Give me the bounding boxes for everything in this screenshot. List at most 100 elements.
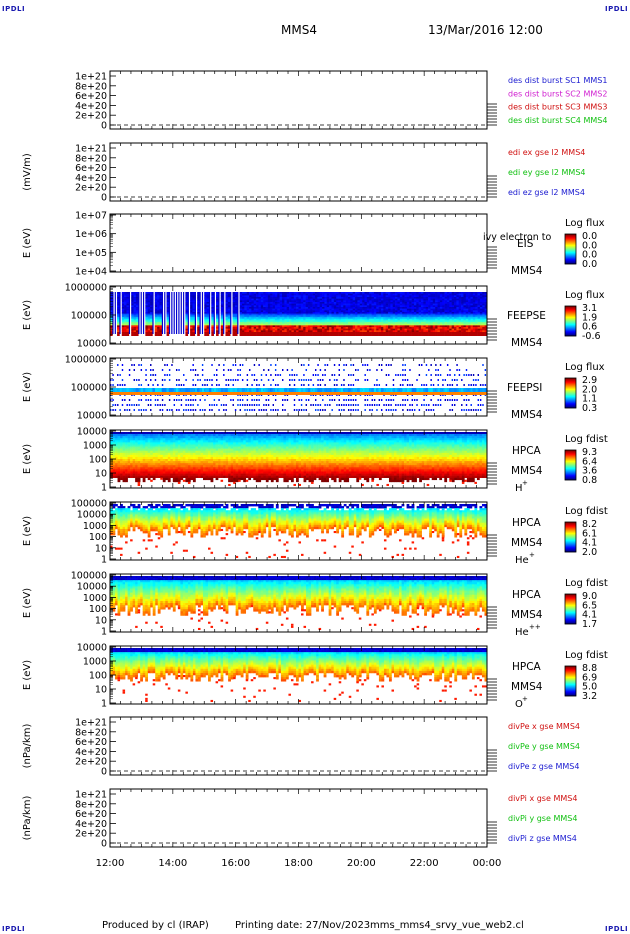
colorbar-tick: 6.4: [582, 456, 597, 467]
y-tick-label: 1e+21: [75, 718, 107, 729]
colorbar-tick: 4.1: [582, 610, 597, 621]
x-tick-label: 00:00: [473, 858, 502, 869]
instrument-label: HPCA: [512, 517, 542, 529]
legend-entry: edi ex gse l2 MMS4: [508, 148, 585, 157]
y-axis-label: E (eV): [22, 588, 33, 618]
y-tick-label: 1e+07: [75, 211, 107, 222]
instrument-label: FEEPSE: [507, 310, 546, 322]
y-tick-label: 8e+20: [75, 153, 107, 164]
colorbar-tick: 1.9: [582, 312, 597, 323]
overlay-label: ivy electron to: [483, 232, 551, 243]
y-tick-label: 10: [95, 543, 107, 554]
colorbar-title: Log flux: [565, 218, 605, 229]
colorbar-title: Log flux: [565, 362, 605, 373]
y-tick-label: 10: [95, 615, 107, 626]
y-tick-label: 1000000: [65, 355, 107, 366]
colorbar-tick: 0.0: [582, 250, 597, 261]
colorbar-title: Log flux: [565, 290, 605, 301]
legend-entry: des dist burst SC2 MMS2: [508, 89, 607, 98]
colorbar-tick: 6.5: [582, 600, 597, 611]
y-tick-label: 1000: [83, 657, 107, 668]
y-tick-label: 1: [101, 627, 107, 638]
y-tick-label: 2e+20: [75, 183, 107, 194]
colorbar-tick: 0.0: [582, 231, 597, 242]
y-tick-label: 1000: [83, 441, 107, 452]
y-tick-label: 100: [89, 604, 107, 615]
y-tick-label: 4e+20: [75, 819, 107, 830]
colorbar-tick: 8.2: [582, 519, 597, 530]
y-axis-label: (mV/m): [22, 153, 33, 191]
y-tick-label: 10000: [77, 643, 107, 654]
colorbar: [564, 665, 577, 697]
colorbar-tick: 2.0: [582, 547, 597, 558]
instrument-label: HPCA: [512, 589, 542, 601]
y-tick-label: 6e+20: [75, 91, 107, 102]
y-tick-label: 100000: [71, 383, 107, 394]
y-tick-label: 1: [101, 699, 107, 710]
y-tick-label: 100000: [71, 571, 107, 582]
colorbar-tick: 9.3: [582, 447, 597, 458]
y-tick-label: 2e+20: [75, 829, 107, 840]
x-tick-label: 14:00: [158, 858, 187, 869]
colorbar: [564, 233, 577, 265]
spacecraft-title: MMS4: [281, 23, 317, 37]
y-tick-label: 1e+05: [75, 248, 107, 259]
species-charge: ++: [529, 623, 541, 631]
y-tick-label: 1e+04: [75, 267, 107, 278]
colorbar-tick: 0.6: [582, 322, 597, 333]
y-axis-label: (nPa/km): [22, 796, 33, 841]
panel-frame: [109, 357, 488, 417]
spacecraft-label: MMS4: [511, 265, 543, 277]
x-tick-label: 20:00: [347, 858, 376, 869]
spectrogram-layer: [110, 292, 488, 702]
x-tick-label: 12:00: [96, 858, 125, 869]
colorbar-tick: 3.6: [582, 466, 597, 477]
x-tick-label: 22:00: [410, 858, 439, 869]
y-tick-label: 8e+20: [75, 799, 107, 810]
y-tick-label: 10000: [77, 582, 107, 593]
colorbar-tick: 0.8: [582, 475, 597, 486]
species-charge: +: [522, 695, 528, 703]
y-tick-label: 10000: [77, 510, 107, 521]
species-label: He: [515, 627, 529, 638]
y-tick-label: 8e+20: [75, 81, 107, 92]
y-axis-label: E (eV): [22, 228, 33, 258]
colorbar-title: Log fdist: [565, 434, 608, 445]
y-tick-label: 100: [89, 671, 107, 682]
y-axis-label: (nPa/km): [22, 724, 33, 769]
legend-entry: divPi x gse MMS4: [508, 794, 577, 803]
spacecraft-label: MMS4: [511, 465, 543, 477]
y-tick-label: 4e+20: [75, 173, 107, 184]
y-tick-label: 2e+20: [75, 111, 107, 122]
colorbar-tick: 3.1: [582, 303, 597, 314]
y-tick-label: 1e+06: [75, 229, 107, 240]
legend-entry: edi ez gse l2 MMS4: [508, 188, 585, 197]
y-tick-label: 6e+20: [75, 163, 107, 174]
y-axis-label: E (eV): [22, 372, 33, 402]
colorbar-tick: 2.9: [582, 375, 597, 386]
y-tick-label: 10000: [77, 339, 107, 350]
y-tick-label: 0: [101, 121, 107, 132]
colorbar-tick: 0.0: [582, 259, 597, 270]
colorbar: [564, 593, 577, 625]
y-tick-label: 1000: [83, 593, 107, 604]
colorbar-title: Log fdist: [565, 578, 608, 589]
instrument-label: HPCA: [512, 445, 542, 457]
colorbar-tick: 6.1: [582, 528, 597, 539]
panel-frame: [109, 788, 488, 848]
y-tick-label: 8e+20: [75, 727, 107, 738]
species-charge: +: [529, 551, 535, 559]
species-charge: +: [522, 479, 528, 487]
colorbar: [564, 377, 577, 409]
instrument-label: FEEPSI: [507, 382, 542, 394]
y-tick-label: 0: [101, 767, 107, 778]
y-tick-label: 1e+21: [75, 72, 107, 83]
colorbar: [564, 305, 577, 337]
colorbar-tick: 0.0: [582, 240, 597, 251]
footer-produced: Produced by cl (IRAP): [102, 920, 209, 931]
legend-entry: divPe y gse MMS4: [508, 742, 580, 751]
colorbar-tick: 0.3: [582, 403, 597, 414]
footer-printing-date: Printing date: 27/Nov/2023: [235, 920, 371, 931]
panel-frame: [109, 213, 488, 273]
